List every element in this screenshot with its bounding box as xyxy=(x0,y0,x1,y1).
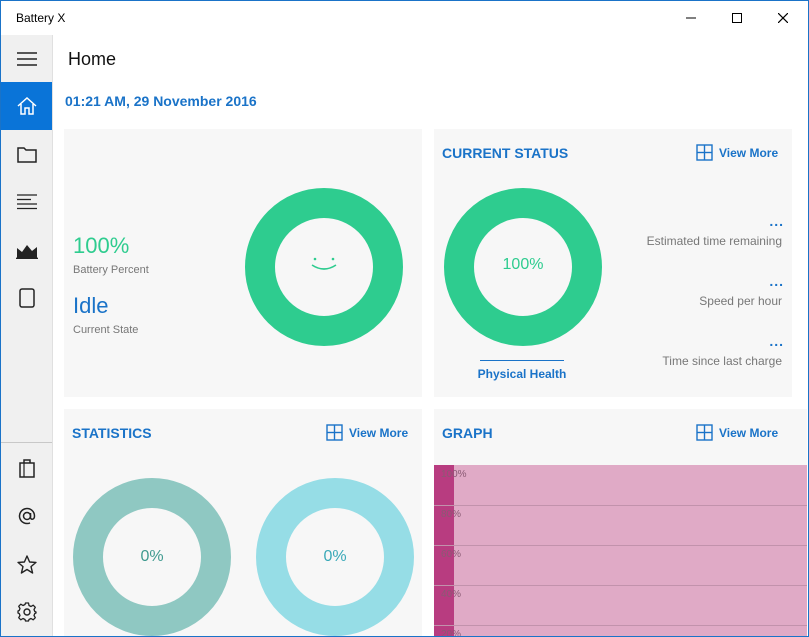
time-since-charge-label: Time since last charge xyxy=(662,354,782,368)
statistic-1-value: 0% xyxy=(140,548,164,565)
page-title: Home xyxy=(68,49,117,69)
nav-folder[interactable] xyxy=(1,130,52,178)
folder-icon xyxy=(16,146,37,163)
graph-bar xyxy=(434,465,454,636)
statistics-view-more[interactable]: View More xyxy=(326,424,408,441)
nav-settings[interactable] xyxy=(1,588,52,636)
at-icon xyxy=(18,507,35,525)
graph-view-more[interactable]: View More xyxy=(696,424,778,441)
statistic-donut-1-ring xyxy=(73,478,231,636)
battery-percent-value: 100% xyxy=(73,233,130,258)
y-tick-label: 80% xyxy=(441,509,462,520)
home-icon xyxy=(17,97,36,115)
menu-icon xyxy=(16,52,37,66)
statistics-card: STATISTICS View More 0% 0% xyxy=(64,409,422,636)
minimize-icon xyxy=(686,17,696,19)
smiley-icon xyxy=(311,257,337,270)
y-tick-label: 60% xyxy=(441,549,462,560)
estimated-time-value: ... xyxy=(769,213,784,229)
grid-icon xyxy=(326,424,343,441)
speed-per-hour-value: ... xyxy=(769,273,784,289)
nav-favorites[interactable] xyxy=(1,540,52,588)
time-since-charge-value: ... xyxy=(769,333,784,349)
star-icon xyxy=(16,554,37,574)
maximize-button[interactable] xyxy=(714,1,760,35)
gridline xyxy=(434,545,807,546)
current-status-card: CURRENT STATUS View More 100% Physical H… xyxy=(434,129,792,397)
close-button[interactable] xyxy=(760,1,806,35)
statistic-donut-2 xyxy=(256,478,414,636)
statistic-donut-2-ring xyxy=(256,478,414,636)
tablet-icon xyxy=(18,288,35,308)
statistic-2-value: 0% xyxy=(323,548,347,565)
list-icon xyxy=(16,194,37,210)
speed-per-hour-label: Speed per hour xyxy=(699,294,782,308)
window-title: Battery X xyxy=(16,11,66,25)
view-more-label: View More xyxy=(719,425,779,440)
statistics-title: STATISTICS xyxy=(72,425,152,441)
graph-plot-area: 100% 80% 60% 40% 20% xyxy=(434,465,807,637)
view-more-label: View More xyxy=(349,425,409,440)
estimated-time-label: Estimated time remaining xyxy=(646,234,782,248)
maximize-icon xyxy=(732,13,742,23)
graph-card: GRAPH View More 100% 80% 60% 40% 20% xyxy=(434,409,807,637)
nav-home[interactable] xyxy=(1,82,52,130)
gridline xyxy=(434,505,807,506)
graph-title: GRAPH xyxy=(442,425,493,441)
chart-icon xyxy=(15,244,38,259)
nav-contact[interactable] xyxy=(1,492,52,540)
nav-chart[interactable] xyxy=(1,226,52,274)
gridline xyxy=(434,585,807,586)
y-tick-label: 100% xyxy=(441,469,467,480)
current-state-label: Current State xyxy=(73,324,139,336)
battery-percent-label: Battery Percent xyxy=(73,264,149,276)
y-tick-label: 20% xyxy=(441,629,462,637)
hamburger-menu-button[interactable] xyxy=(1,35,52,83)
physical-health-tab[interactable]: Physical Health xyxy=(477,367,567,381)
y-tick-label: 40% xyxy=(441,589,462,600)
sidebar-divider xyxy=(1,442,52,443)
current-status-view-more[interactable]: View More xyxy=(696,144,778,161)
tab-underline xyxy=(480,360,564,361)
close-icon xyxy=(778,13,788,23)
grid-icon xyxy=(696,424,713,441)
gridline xyxy=(434,625,807,626)
sidebar xyxy=(1,35,53,636)
battery-card: 100% Battery Percent Idle Current State xyxy=(64,129,422,397)
physical-health-value: 100% xyxy=(502,256,544,273)
gear-icon xyxy=(16,602,37,622)
minimize-button[interactable] xyxy=(668,1,714,35)
physical-health-donut xyxy=(444,188,602,346)
title-bar: Battery X xyxy=(1,1,808,35)
nav-list[interactable] xyxy=(1,178,52,226)
health-donut-ring xyxy=(444,188,602,346)
statistic-donut-1 xyxy=(73,478,231,636)
view-more-label: View More xyxy=(719,145,779,160)
battery-level-donut xyxy=(245,188,403,346)
nav-store[interactable] xyxy=(1,444,52,492)
grid-icon xyxy=(696,144,713,161)
current-datetime: 01:21 AM, 29 November 2016 xyxy=(65,93,257,109)
nav-device[interactable] xyxy=(1,274,52,322)
battery-donut-ring xyxy=(245,188,403,346)
current-state-value: Idle xyxy=(73,293,109,318)
current-status-title: CURRENT STATUS xyxy=(442,145,569,161)
shopping-bag-icon xyxy=(18,459,35,478)
